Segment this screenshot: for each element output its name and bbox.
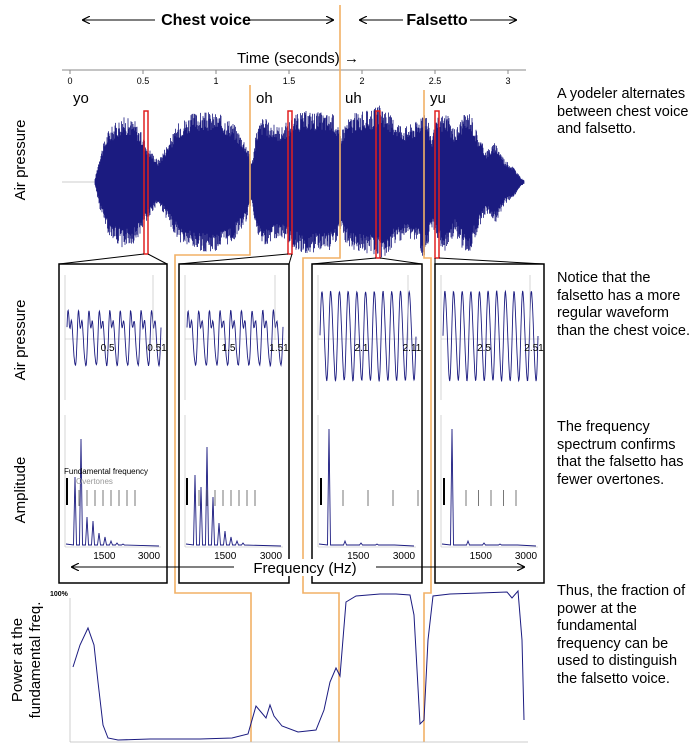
spectrum-trace bbox=[441, 428, 537, 547]
spectrum-tick-3000: 3000 bbox=[515, 551, 538, 562]
falsetto-label: Falsetto bbox=[406, 12, 468, 29]
panel-frame bbox=[178, 263, 290, 584]
power-line bbox=[72, 589, 525, 741]
detail-panel: 0.5 0.51 1500 3000 bbox=[58, 263, 168, 584]
register-boundary-lines bbox=[174, 5, 432, 742]
panel-waveform bbox=[442, 289, 539, 383]
panel-tick-right: 1.51 bbox=[269, 343, 289, 354]
spectrum-trace bbox=[65, 438, 160, 547]
power-label-line2: fundamental freq. bbox=[27, 602, 44, 719]
zoom-line bbox=[147, 253, 168, 265]
spectrum-tick-3000: 3000 bbox=[260, 551, 283, 562]
register-boundary-line bbox=[174, 85, 252, 742]
syllable-labels: yo oh uh yu bbox=[73, 90, 446, 107]
highlight-box bbox=[434, 110, 440, 259]
spectrum-trace bbox=[185, 446, 282, 547]
panel-waveform bbox=[319, 290, 417, 382]
legend-fundamental: Fundamental frequency bbox=[64, 467, 148, 476]
syllable-label: uh bbox=[345, 90, 362, 107]
time-tick-label: 3 bbox=[505, 76, 510, 86]
description-2: Notice that the falsetto has a more regu… bbox=[557, 270, 690, 339]
syllable-label: yo bbox=[73, 90, 89, 107]
time-axis-label: Time (seconds) → bbox=[237, 50, 359, 67]
syllable-label: oh bbox=[256, 90, 273, 107]
chest-voice-label: Chest voice bbox=[161, 12, 251, 29]
detail-panel: 1.5 1.51 1500 3000 bbox=[178, 263, 290, 584]
spectrum-tick-1500: 1500 bbox=[93, 551, 116, 562]
zoom-line bbox=[58, 253, 145, 265]
time-tick-label: 2.5 bbox=[429, 76, 442, 86]
panel-waveform bbox=[186, 309, 284, 368]
power-label-line1: Power at the bbox=[9, 618, 26, 702]
panel-frame bbox=[311, 263, 423, 584]
zoom-line bbox=[379, 257, 423, 265]
waveform-trace bbox=[94, 105, 525, 258]
panel-tick-right: 0.51 bbox=[147, 343, 167, 354]
highlight-box bbox=[375, 110, 381, 259]
register-boundary-line bbox=[302, 5, 341, 742]
highlight-box bbox=[143, 110, 149, 255]
frequency-axis-label: Frequency (Hz) bbox=[253, 560, 356, 577]
time-tick-label: 0 bbox=[67, 76, 72, 86]
time-tick-label: 2 bbox=[359, 76, 364, 86]
spectrum-tick-3000: 3000 bbox=[138, 551, 161, 562]
zoom-line bbox=[178, 253, 289, 265]
detail-panel: 2.1 2.11 1500 3000 bbox=[311, 263, 423, 584]
detail-panels: 0.5 0.51 1500 3000 1.5 1.51 1500 3000 2.1 2.11 150… bbox=[58, 263, 545, 584]
time-ticks: 0 0.5 1 1.5 2 2.5 3 bbox=[67, 70, 511, 86]
panel-waveform bbox=[66, 309, 162, 368]
syllable-label: yu bbox=[430, 90, 446, 107]
spectrum-tick-1500: 1500 bbox=[470, 551, 493, 562]
panel-tick-right: 2.51 bbox=[524, 343, 544, 354]
legend-overtones: Overtones bbox=[76, 477, 113, 486]
time-tick-label: 1 bbox=[213, 76, 218, 86]
time-tick-label: 1.5 bbox=[283, 76, 296, 86]
panel-tick-left: 1.5 bbox=[222, 343, 236, 354]
panel-tick-left: 2.5 bbox=[477, 343, 491, 354]
description-3: The frequency spectrum confirms that the… bbox=[557, 419, 684, 488]
panel-frame bbox=[434, 263, 545, 584]
spectrum-tick-3000: 3000 bbox=[393, 551, 416, 562]
detail-panel: 2.5 2.51 1500 3000 bbox=[434, 263, 545, 584]
time-tick-label: 0.5 bbox=[137, 76, 150, 86]
air-pressure-label-mid: Air pressure bbox=[12, 300, 29, 381]
spectrum-trace bbox=[318, 428, 415, 547]
zoom-line bbox=[311, 257, 377, 265]
register-boundary-line bbox=[423, 90, 432, 742]
description-1: A yodeler alternates between chest voice… bbox=[557, 86, 689, 137]
spectrum-tick-1500: 1500 bbox=[347, 551, 370, 562]
main-waveform bbox=[62, 105, 525, 258]
zoom-line bbox=[438, 257, 545, 265]
amplitude-label: Amplitude bbox=[12, 457, 29, 524]
panel-tick-right: 2.11 bbox=[403, 343, 422, 354]
zoom-line bbox=[288, 253, 293, 265]
panel-frame bbox=[58, 263, 168, 584]
panel-tick-left: 2.1 bbox=[355, 343, 369, 354]
power-chart bbox=[69, 589, 528, 743]
panel-tick-left: 0.5 bbox=[101, 343, 115, 354]
highlight-box bbox=[287, 110, 293, 255]
frequency-label-bg bbox=[234, 559, 376, 576]
zoom-connectors bbox=[58, 110, 545, 265]
power-100-label: 100% bbox=[50, 591, 69, 598]
air-pressure-label-top: Air pressure bbox=[12, 120, 29, 201]
description-4: Thus, the fraction of power at the funda… bbox=[557, 583, 686, 687]
spectrum-tick-1500: 1500 bbox=[214, 551, 237, 562]
